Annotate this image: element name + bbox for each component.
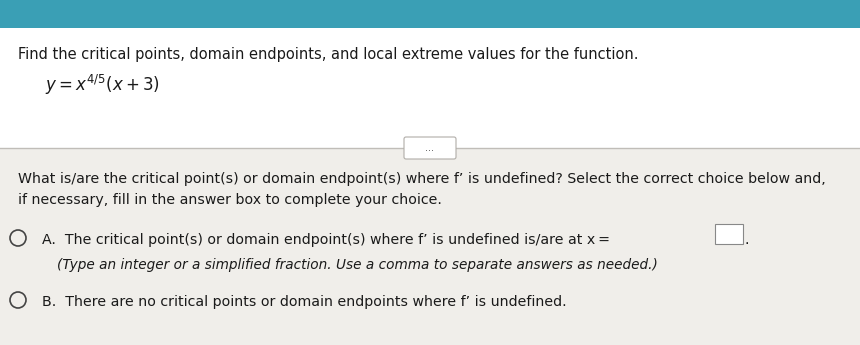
Text: What is/are the critical point(s) or domain endpoint(s) where f’ is undefined? S: What is/are the critical point(s) or dom… — [18, 172, 826, 186]
Text: if necessary, fill in the answer box to complete your choice.: if necessary, fill in the answer box to … — [18, 193, 442, 207]
FancyBboxPatch shape — [715, 224, 743, 244]
FancyBboxPatch shape — [0, 28, 860, 148]
Text: Find the critical points, domain endpoints, and local extreme values for the fun: Find the critical points, domain endpoin… — [18, 48, 638, 62]
FancyBboxPatch shape — [0, 148, 860, 345]
Text: ...: ... — [426, 143, 434, 153]
Text: .: . — [745, 233, 750, 247]
FancyBboxPatch shape — [404, 137, 456, 159]
Text: (Type an integer or a simplified fraction. Use a comma to separate answers as ne: (Type an integer or a simplified fractio… — [57, 258, 658, 272]
Text: B.  There are no critical points or domain endpoints where f’ is undefined.: B. There are no critical points or domai… — [42, 295, 567, 309]
Text: $y = x^{4/5}(x+3)$: $y = x^{4/5}(x+3)$ — [45, 73, 160, 97]
FancyBboxPatch shape — [0, 0, 860, 28]
Text: A.  The critical point(s) or domain endpoint(s) where f’ is undefined is/are at : A. The critical point(s) or domain endpo… — [42, 233, 610, 247]
